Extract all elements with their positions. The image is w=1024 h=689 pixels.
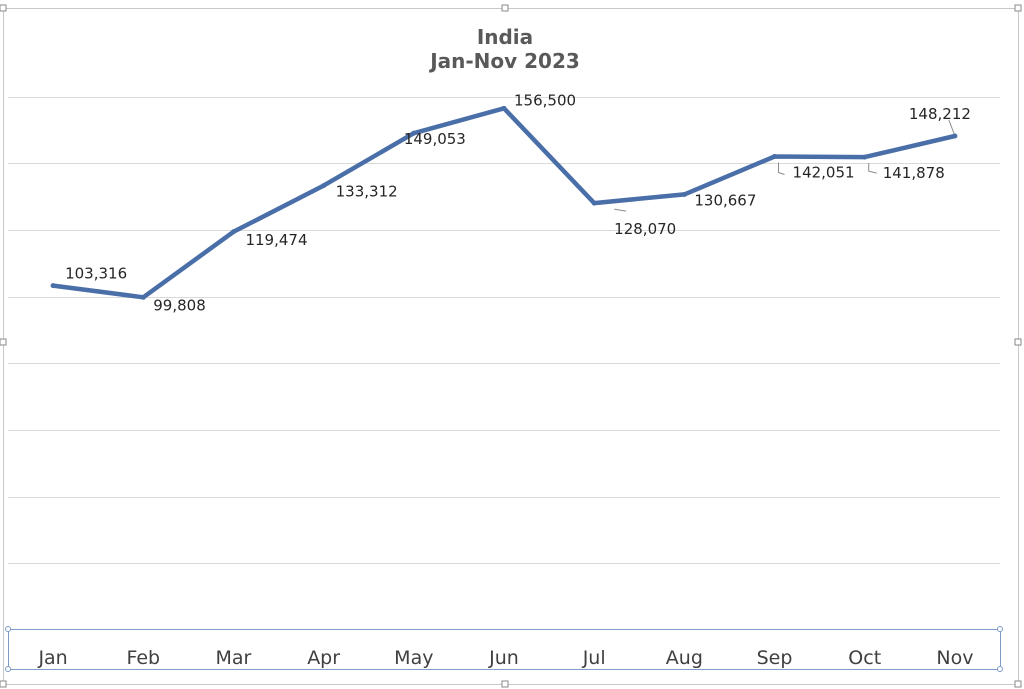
data-label: 119,474 [245, 231, 307, 249]
data-point[interactable] [952, 133, 958, 139]
x-tick-label: Jul [582, 647, 606, 669]
series-line[interactable] [50, 106, 958, 300]
data-point[interactable] [230, 229, 236, 235]
x-tick-label: Jun [488, 647, 519, 669]
data-label: 141,878 [883, 164, 945, 182]
x-tick-label: May [394, 647, 433, 669]
data-point[interactable] [591, 200, 597, 206]
data-labels: 103,316 99,808 119,474 133,312 149,053 156,50… [65, 91, 971, 314]
x-tick-label: Feb [126, 647, 160, 669]
leader-line [778, 162, 785, 175]
data-point[interactable] [140, 294, 146, 300]
plot-area-handle[interactable] [997, 626, 1003, 632]
x-tick-label: Nov [936, 647, 973, 669]
x-axis-tick-labels: Jan Feb Mar Apr May Jun Jul Aug Sep Oct Nov [37, 647, 973, 669]
data-point[interactable] [411, 130, 417, 136]
plot-area-handle[interactable] [5, 666, 11, 672]
selection-handles[interactable] [0, 4, 1022, 688]
data-label: 133,312 [336, 183, 398, 201]
chart-subtitle: Jan-Nov 2023 [428, 49, 580, 73]
data-label: 149,053 [404, 130, 466, 148]
data-point[interactable] [862, 154, 868, 160]
chart-title: India [477, 25, 533, 49]
data-point[interactable] [772, 153, 778, 159]
plot-area-handle[interactable] [997, 666, 1003, 672]
resize-handle[interactable] [0, 680, 7, 688]
resize-handle[interactable] [0, 4, 7, 12]
chart-selection-frame[interactable] [3, 8, 1019, 685]
plot-area-handle[interactable] [5, 626, 11, 632]
data-label: 99,808 [153, 296, 206, 314]
x-tick-label: Apr [307, 647, 340, 669]
plot-area-selection[interactable] [8, 629, 1001, 670]
leader-line [868, 163, 877, 174]
gridlines [8, 97, 1000, 564]
data-label: 142,051 [793, 163, 855, 181]
data-label: 103,316 [65, 265, 127, 283]
resize-handle[interactable] [1014, 4, 1022, 12]
leader-lines [614, 119, 956, 212]
x-tick-label: Mar [216, 647, 252, 669]
series-1[interactable] [50, 105, 958, 300]
data-point[interactable] [321, 183, 327, 189]
data-label: 128,070 [614, 220, 676, 238]
data-point[interactable] [681, 191, 687, 197]
leader-line [948, 119, 956, 137]
data-point[interactable] [50, 283, 56, 289]
resize-handle[interactable] [0, 338, 7, 346]
resize-handle[interactable] [1014, 338, 1022, 346]
resize-handle[interactable] [501, 4, 509, 12]
data-point[interactable] [501, 105, 507, 111]
data-label: 148,212 [909, 105, 971, 123]
data-label: 156,500 [514, 91, 576, 109]
resize-handle[interactable] [1014, 680, 1022, 688]
x-tick-label: Aug [666, 647, 703, 669]
plot-area-handles[interactable] [5, 626, 1003, 672]
data-label: 130,667 [694, 191, 756, 209]
leader-line [614, 208, 627, 212]
x-tick-label: Sep [757, 647, 793, 669]
resize-handle[interactable] [501, 680, 509, 688]
x-tick-label: Jan [37, 647, 67, 669]
x-tick-label: Oct [848, 647, 881, 669]
